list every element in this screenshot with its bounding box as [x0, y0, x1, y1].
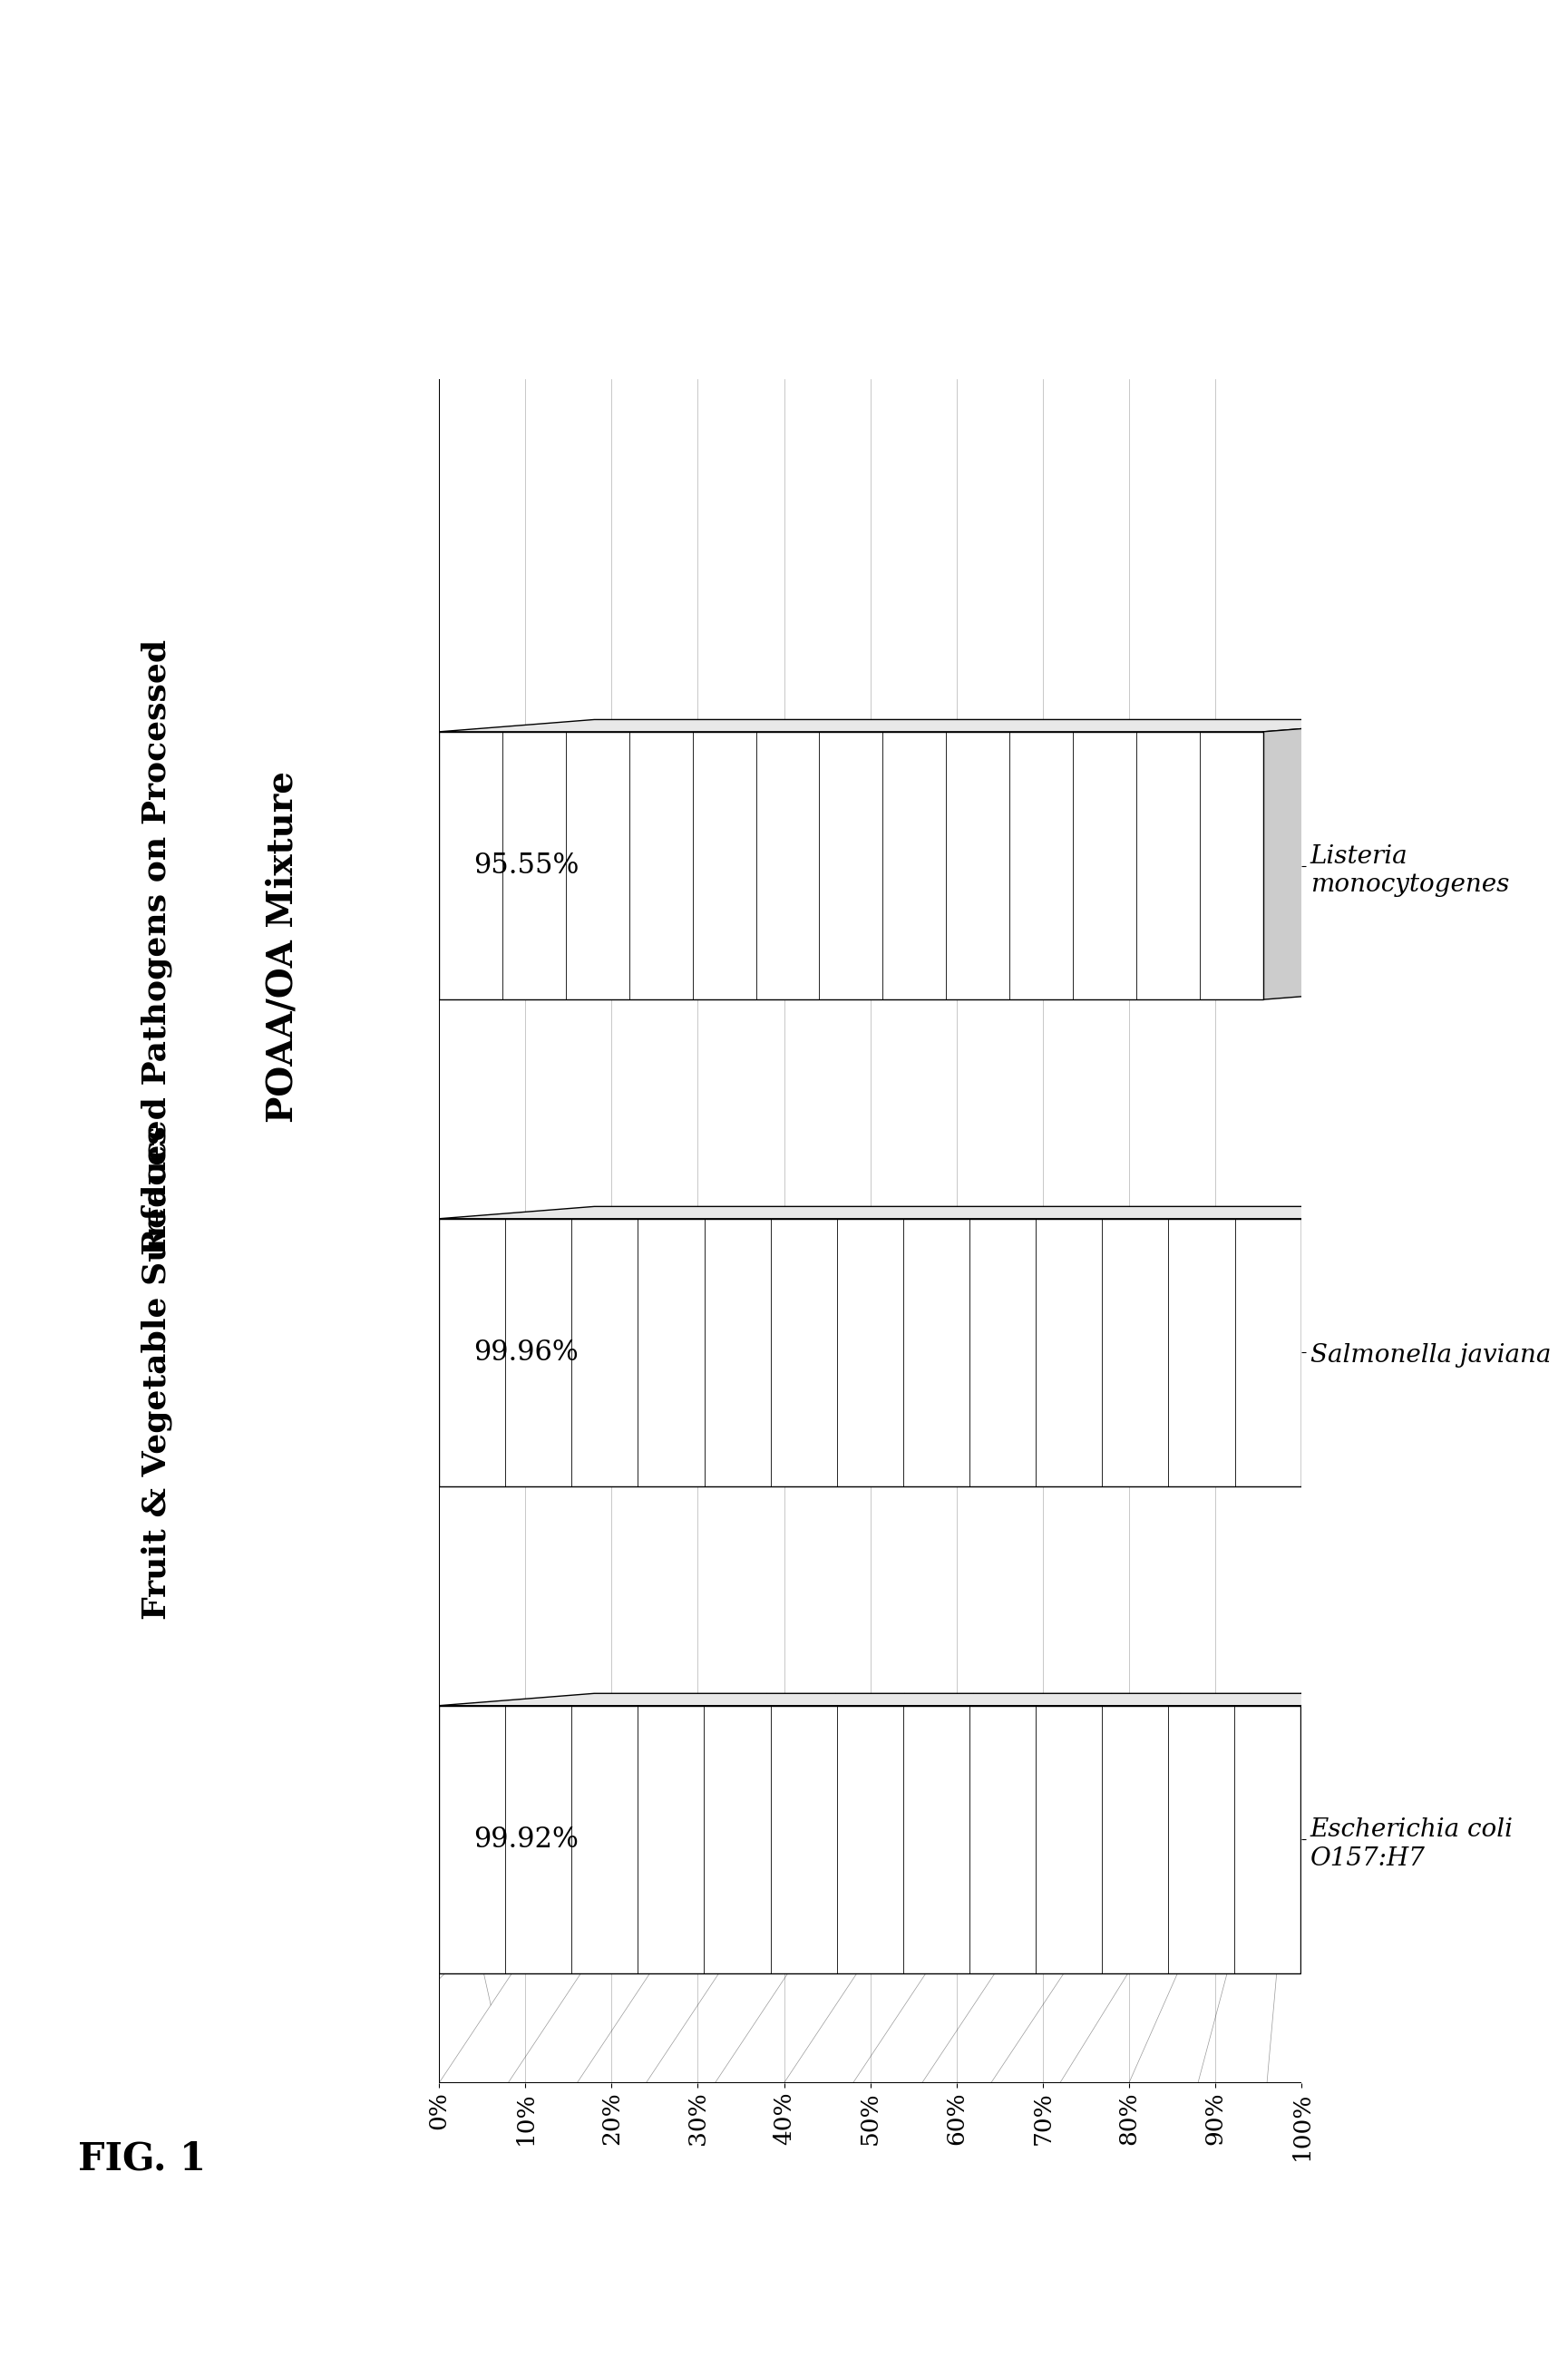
- Text: Reduced Pathogens on Processed: Reduced Pathogens on Processed: [141, 639, 172, 1255]
- Text: Fruit & Vegetable Surfaces: Fruit & Vegetable Surfaces: [141, 1127, 172, 1619]
- Polygon shape: [1301, 1207, 1457, 1486]
- Text: 99.96%: 99.96%: [474, 1337, 579, 1366]
- Polygon shape: [439, 1207, 1457, 1219]
- Polygon shape: [1301, 1692, 1457, 1974]
- Polygon shape: [439, 720, 1419, 731]
- Polygon shape: [439, 1692, 1457, 1707]
- Polygon shape: [439, 1707, 1301, 1974]
- Polygon shape: [439, 731, 1264, 999]
- Text: FIG. 1: FIG. 1: [78, 2140, 207, 2178]
- Polygon shape: [1264, 720, 1419, 999]
- Text: POAA/OA Mixture: POAA/OA Mixture: [265, 772, 299, 1122]
- Text: 95.55%: 95.55%: [474, 852, 579, 881]
- Text: 99.92%: 99.92%: [474, 1825, 579, 1853]
- Polygon shape: [439, 1219, 1301, 1486]
